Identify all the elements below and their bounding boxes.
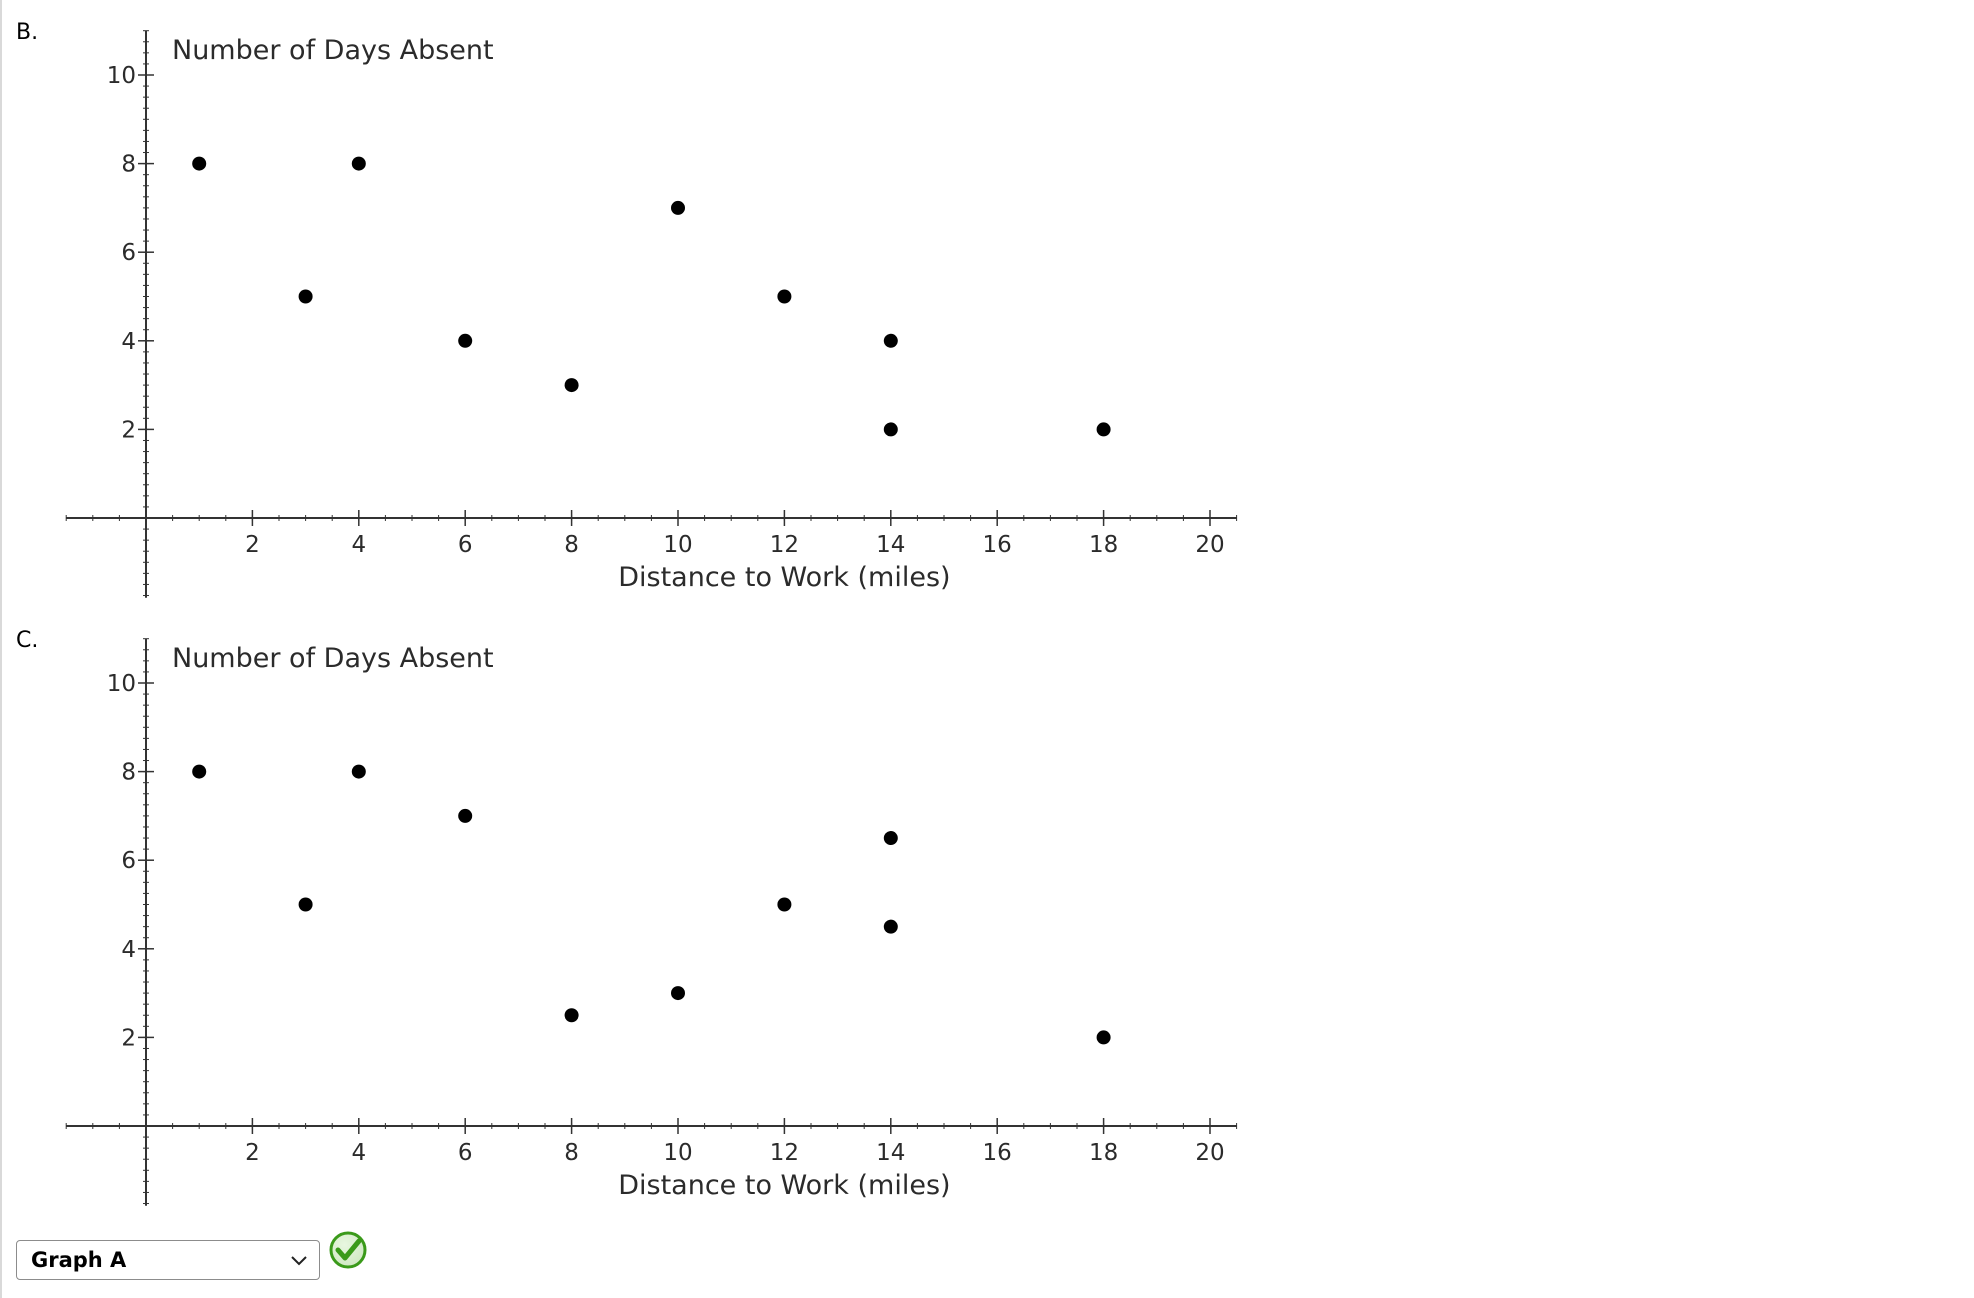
data-point xyxy=(192,764,207,779)
data-point xyxy=(458,333,473,348)
scatter-plot-c: 2 4 6 8 10 12 14 16 18 20 2 4 6 8 10 Number of Days Abs… xyxy=(65,638,1238,1206)
x-tick-label: 4 xyxy=(351,532,366,558)
x-tick-label: 8 xyxy=(564,532,579,558)
x-tick-label: 12 xyxy=(770,532,799,558)
data-point xyxy=(883,831,898,846)
x-axis-label: Distance to Work (miles) xyxy=(618,1170,950,1201)
graph-select-value: Graph A xyxy=(31,1248,127,1272)
y-tick-label: 8 xyxy=(121,152,136,178)
x-tick-label: 2 xyxy=(245,1140,260,1166)
y-tick-label: 6 xyxy=(121,240,136,266)
y-tick-label: 6 xyxy=(121,848,136,874)
x-tick-label: 18 xyxy=(1089,532,1118,558)
y-tick-label: 4 xyxy=(121,937,136,963)
data-point xyxy=(298,289,313,304)
x-tick-label: 10 xyxy=(663,1140,692,1166)
data-point xyxy=(192,156,207,171)
x-tick-label: 16 xyxy=(983,532,1012,558)
y-axis-label: Number of Days Absent xyxy=(172,643,494,674)
data-point xyxy=(458,808,473,823)
option-letter-b: B. xyxy=(16,20,39,45)
y-tick-label: 2 xyxy=(121,417,136,443)
data-point xyxy=(564,1008,579,1023)
data-point xyxy=(564,378,579,393)
x-tick-label: 16 xyxy=(983,1140,1012,1166)
x-tick-label: 14 xyxy=(876,532,905,558)
data-point xyxy=(1096,1030,1111,1045)
data-point xyxy=(671,200,685,215)
data-point xyxy=(883,919,898,934)
data-point xyxy=(671,986,685,1001)
x-tick-label: 18 xyxy=(1089,1140,1118,1166)
x-tick-label: 8 xyxy=(564,1140,579,1166)
page-left-border xyxy=(0,0,2,1298)
data-point xyxy=(351,156,366,171)
data-point xyxy=(1096,422,1111,437)
data-point xyxy=(298,897,313,912)
y-tick-label: 4 xyxy=(121,329,136,355)
x-tick-label: 20 xyxy=(1195,1140,1224,1166)
chevron-down-icon xyxy=(291,1256,307,1266)
x-tick-label: 10 xyxy=(663,532,692,558)
data-point xyxy=(883,333,898,348)
check-icon xyxy=(329,1231,367,1269)
y-tick-label: 10 xyxy=(107,63,136,89)
graph-select[interactable]: Graph A xyxy=(16,1240,320,1280)
x-tick-label: 12 xyxy=(770,1140,799,1166)
option-letter-c: C. xyxy=(16,628,39,653)
x-tick-label: 4 xyxy=(351,1140,366,1166)
y-tick-label: 2 xyxy=(121,1025,136,1051)
data-point xyxy=(777,289,792,304)
data-point xyxy=(883,422,898,437)
x-tick-label: 14 xyxy=(876,1140,905,1166)
x-tick-label: 6 xyxy=(458,1140,473,1166)
x-tick-label: 20 xyxy=(1195,532,1224,558)
x-tick-label: 2 xyxy=(245,532,260,558)
x-axis-label: Distance to Work (miles) xyxy=(618,562,950,593)
x-tick-label: 6 xyxy=(458,532,473,558)
data-point xyxy=(777,897,792,912)
data-point xyxy=(351,764,366,779)
scatter-plot-b: 2 4 6 8 10 12 14 16 18 20 2 4 6 8 10 Number of Days Abs… xyxy=(65,30,1238,598)
y-axis-label: Number of Days Absent xyxy=(172,35,494,66)
y-tick-label: 10 xyxy=(107,671,136,697)
y-tick-label: 8 xyxy=(121,760,136,786)
